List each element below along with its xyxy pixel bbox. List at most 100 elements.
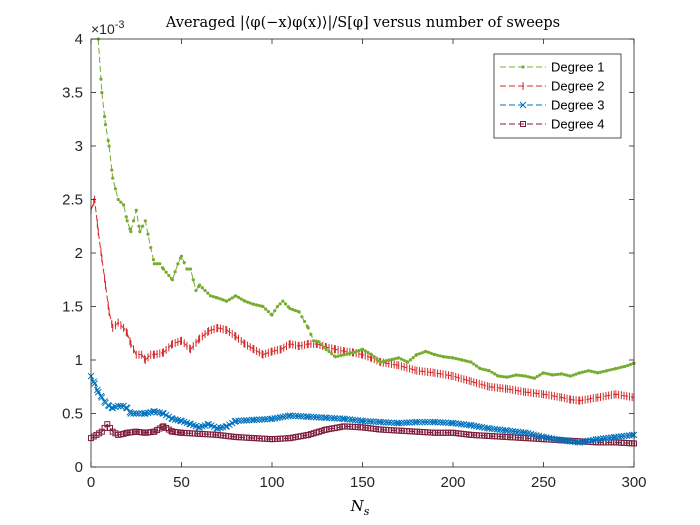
data-point <box>235 417 242 425</box>
data-point <box>359 417 366 425</box>
data-point <box>379 418 387 426</box>
data-point <box>281 299 285 303</box>
data-point <box>245 300 250 304</box>
data-point <box>382 419 390 426</box>
data-point <box>100 90 104 95</box>
data-point <box>360 347 365 351</box>
data-point <box>617 433 625 440</box>
data-point <box>203 288 207 293</box>
data-point <box>605 434 613 442</box>
data-point <box>452 420 460 427</box>
data-point <box>345 352 349 356</box>
data-point <box>614 366 618 371</box>
data-point <box>113 187 118 191</box>
data-point <box>367 418 374 425</box>
data-point <box>447 355 451 360</box>
data-point <box>253 416 260 424</box>
data-point <box>499 374 503 378</box>
axes-layer: 0 50 100 150 200 250 300 0 0.5 1 1.5 2 2.5 3 3.5 4 <box>62 31 646 491</box>
data-point <box>252 302 256 306</box>
data-point <box>473 422 480 430</box>
data-point <box>138 230 142 234</box>
data-point <box>620 432 628 440</box>
data-point <box>456 357 461 361</box>
data-point <box>158 262 162 266</box>
data-point <box>457 420 465 428</box>
data-point <box>188 267 193 271</box>
data-point <box>417 352 422 356</box>
data-point <box>237 417 245 425</box>
data-point <box>514 373 518 377</box>
data-point <box>132 410 140 417</box>
data-point <box>612 433 620 441</box>
data-point <box>584 437 592 445</box>
data-point <box>542 434 550 441</box>
data-point <box>102 114 107 119</box>
data-point <box>348 351 352 355</box>
data-point <box>469 360 473 364</box>
data-point <box>397 356 401 360</box>
data-point <box>258 416 266 423</box>
data-point <box>314 339 318 343</box>
data-point <box>135 410 143 417</box>
data-point <box>375 357 379 361</box>
data-point <box>275 304 280 309</box>
data-point <box>400 419 408 427</box>
data-point <box>185 267 189 271</box>
data-point <box>302 319 307 324</box>
data-point <box>327 349 331 354</box>
data-point <box>270 313 274 317</box>
data-point <box>255 416 263 423</box>
x-tick-label: 0 <box>87 474 95 491</box>
data-point <box>325 414 333 422</box>
data-point <box>402 358 406 363</box>
data-point <box>509 427 517 435</box>
series-markers <box>96 37 636 380</box>
data-point <box>173 270 177 274</box>
data-point <box>297 412 305 420</box>
data-point <box>250 416 258 424</box>
data-point <box>541 371 546 375</box>
series-degree-2 <box>90 195 635 405</box>
data-point <box>578 371 582 375</box>
data-point <box>445 355 449 359</box>
data-point <box>93 386 101 394</box>
chart-title: Averaged |⟨φ(−x)φ(x)⟩|/S[φ] versus numbe… <box>165 15 560 31</box>
data-point <box>569 374 573 378</box>
data-point <box>107 144 111 148</box>
data-point <box>583 369 587 374</box>
y-tick-label: 3 <box>75 138 83 155</box>
data-point <box>236 295 241 300</box>
data-point <box>98 394 106 401</box>
data-point <box>579 438 586 446</box>
data-point <box>234 294 238 298</box>
data-point <box>548 435 555 442</box>
data-point <box>421 418 429 426</box>
data-point <box>535 374 539 379</box>
data-point <box>487 369 491 373</box>
y-tick-label: 2.5 <box>62 192 83 209</box>
data-point <box>599 435 607 442</box>
legend-item: Degree 4 <box>500 117 604 132</box>
data-point <box>349 416 356 424</box>
data-point <box>626 363 630 368</box>
data-point <box>601 369 605 374</box>
data-point <box>134 208 138 212</box>
data-point <box>333 355 337 359</box>
data-point <box>119 200 123 204</box>
data-point <box>580 370 585 374</box>
data-point <box>211 295 215 299</box>
y-tick-label: 4 <box>75 31 83 48</box>
data-point <box>481 367 485 371</box>
x-tick-label: 50 <box>173 474 190 491</box>
data-point <box>264 307 268 311</box>
data-point <box>390 357 394 361</box>
data-point <box>597 435 604 443</box>
data-point <box>90 378 98 386</box>
legend-marker <box>520 121 526 127</box>
data-point <box>615 433 622 441</box>
data-point <box>310 413 317 421</box>
data-point <box>607 368 612 372</box>
x-tick-label: 200 <box>440 474 465 491</box>
y-scale-factor: ×10-3 <box>91 19 125 37</box>
